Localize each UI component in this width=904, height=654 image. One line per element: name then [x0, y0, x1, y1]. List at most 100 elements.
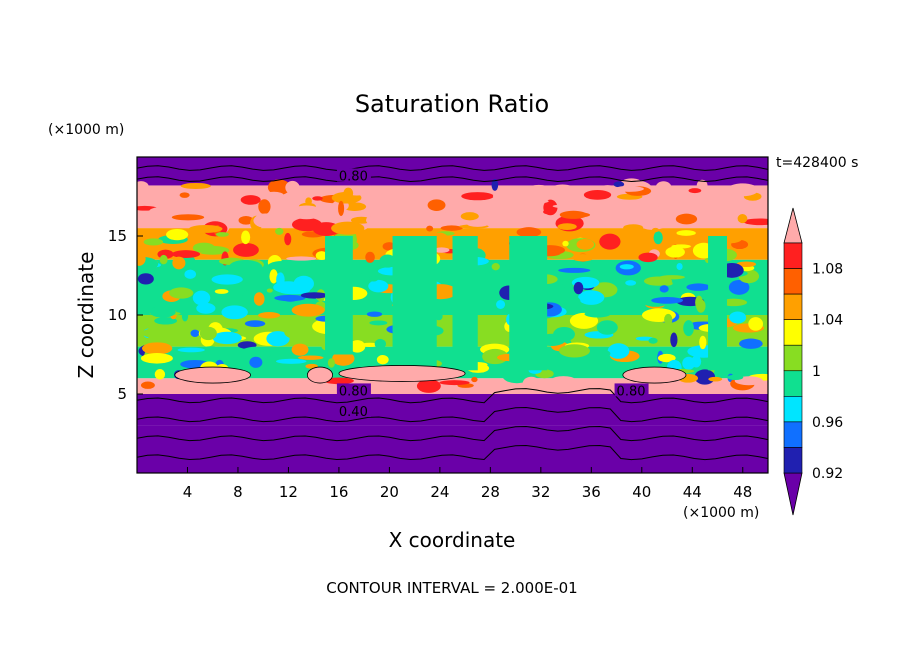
field-cell	[729, 311, 747, 324]
field-cell	[159, 254, 168, 265]
x-tick-label: 48	[733, 483, 752, 501]
chart-title: Saturation Ratio	[355, 90, 549, 118]
field-cell	[543, 199, 558, 216]
field-cell	[244, 279, 270, 294]
field-cell	[267, 179, 291, 196]
field-cell	[291, 303, 325, 317]
time-label: t=428400 s	[776, 155, 858, 171]
contour-line	[137, 388, 768, 404]
contour-interval-footer: CONTOUR INTERVAL = 2.000E-01	[326, 579, 577, 597]
field-cell	[166, 228, 189, 241]
field-cell	[181, 255, 196, 271]
field-cell	[169, 287, 194, 299]
field-cell	[682, 356, 696, 370]
field-cell	[655, 181, 672, 195]
colorbar-swatch	[783, 396, 803, 423]
field-cell	[293, 275, 314, 292]
field-cell	[154, 317, 178, 325]
field-cell	[188, 224, 223, 233]
x-unit-label: (×1000 m)	[683, 505, 759, 521]
field-cell	[686, 283, 711, 291]
contour-line	[137, 444, 768, 461]
x-tick-label: 16	[329, 483, 348, 501]
field-cell	[664, 313, 673, 326]
field-cell	[137, 181, 149, 193]
field-cell	[482, 348, 509, 365]
field-cell	[171, 214, 205, 221]
field-cell	[244, 320, 266, 328]
field-cell	[171, 250, 201, 258]
contour-label: 0.80	[617, 384, 646, 399]
field-cell	[291, 343, 309, 356]
colorbar-swatch	[783, 319, 803, 346]
field-cell	[584, 310, 611, 318]
colorbar-label: 0.92	[812, 466, 843, 482]
field-cell	[737, 213, 748, 224]
field-cell	[142, 328, 167, 338]
field-cell	[727, 374, 744, 381]
field-cell	[693, 202, 715, 209]
field-cell	[376, 354, 389, 365]
field-cell	[710, 203, 724, 218]
field-cell	[298, 355, 324, 360]
colorbar-label: 1.04	[812, 313, 843, 329]
y-unit-label: (×1000 m)	[48, 122, 124, 138]
field-cell	[694, 369, 716, 385]
field-cell	[196, 302, 216, 314]
field-cell	[360, 342, 380, 348]
field-cell	[638, 252, 658, 263]
colorbar-swatch	[783, 447, 803, 474]
field-cell	[269, 269, 278, 284]
field-cell	[736, 250, 753, 259]
y-axis-label: Z coordinate	[74, 252, 98, 379]
contour-label-bg	[336, 168, 371, 182]
field-cell	[374, 338, 387, 349]
field-cell	[368, 279, 389, 293]
cloud-column	[452, 236, 478, 371]
field-cell	[573, 281, 584, 295]
field-cell	[553, 326, 575, 342]
field-cell	[558, 267, 591, 273]
field-cell	[696, 179, 708, 192]
field-cell	[496, 300, 506, 309]
field-cell	[206, 189, 218, 200]
field-cell	[275, 227, 284, 235]
field-cell	[154, 210, 182, 215]
field-cell	[369, 234, 382, 247]
field-cell	[302, 335, 325, 345]
colorbar: 1.08 1.04 1 0.96 0.92	[783, 207, 843, 516]
field-cell	[349, 340, 366, 353]
y-axis-ticks: 5 10 15	[108, 227, 143, 403]
field-cell	[226, 210, 236, 223]
field-cell	[675, 213, 698, 225]
colorbar-bottom-arrow	[783, 472, 803, 516]
field-cell	[502, 368, 532, 384]
field-cell	[258, 312, 281, 319]
field-cell	[562, 281, 574, 289]
field-cell	[172, 256, 186, 270]
field-cell	[253, 213, 278, 228]
contour-line	[137, 165, 768, 171]
contour-label: 0.80	[339, 384, 368, 399]
field-cell	[214, 289, 229, 294]
field-cell	[657, 353, 676, 363]
field-cell	[461, 192, 494, 201]
field-cell	[192, 242, 215, 254]
field-cell	[591, 201, 619, 212]
field-cell	[228, 259, 263, 275]
field-cell	[619, 318, 643, 330]
field-cell	[284, 232, 292, 246]
field-cell	[380, 215, 392, 220]
field-cell	[240, 195, 261, 205]
field-cell	[365, 251, 375, 263]
field-cell	[316, 207, 339, 212]
field-cell	[708, 376, 723, 382]
field-cell	[571, 254, 594, 262]
x-axis-label: X coordinate	[389, 528, 516, 552]
field-cell	[258, 199, 271, 215]
field-cell	[275, 358, 307, 364]
field-cell	[338, 200, 345, 216]
field-cell	[180, 182, 211, 189]
field-cell	[331, 221, 365, 235]
